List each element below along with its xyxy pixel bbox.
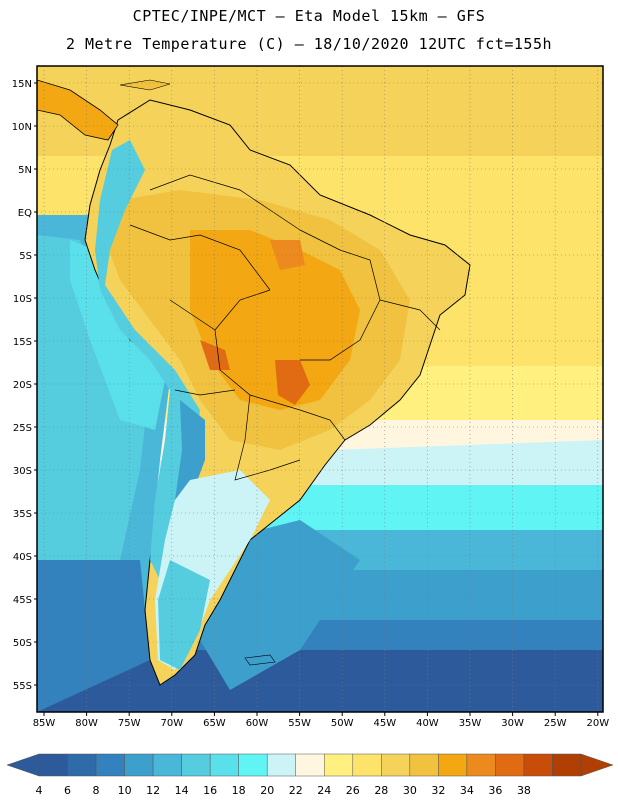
- colorbar-label: 20: [260, 784, 274, 797]
- colorbar-label: 38: [517, 784, 531, 797]
- lat-label: 15N: [12, 79, 32, 90]
- colorbar-swatch: [266, 753, 296, 777]
- land-hot-spot-2: [270, 240, 305, 270]
- lon-label: 40W: [416, 718, 439, 729]
- lon-label: 70W: [160, 718, 183, 729]
- colorbar-label: 14: [175, 784, 189, 797]
- map-frame: [36, 65, 604, 713]
- colorbar-swatch: [152, 753, 182, 777]
- lat-label: 50S: [13, 638, 32, 649]
- colorbar-label: 10: [118, 784, 132, 797]
- longitude-labels: 85W 80W 75W 70W 65W 60W 55W 50W 45W 40W 35W 30W 25W 2…: [33, 712, 609, 729]
- pacific-cyan: [37, 235, 150, 560]
- lat-label: 5S: [19, 251, 32, 262]
- country-borders: [129, 174, 441, 481]
- lon-label: 20W: [586, 718, 609, 729]
- colorbar-swatch: [409, 753, 439, 777]
- central-america: [37, 79, 119, 141]
- pacific-coastal-cyan: [70, 240, 165, 430]
- colorbar-swatch: [466, 753, 496, 777]
- lat-label: 40S: [13, 552, 32, 563]
- lat-label: 10S: [13, 294, 32, 305]
- colorbar-swatch: [181, 753, 211, 777]
- colorbar-swatch: [238, 753, 268, 777]
- lat-label: 35S: [13, 509, 32, 520]
- lat-label: 20S: [13, 380, 32, 391]
- colorbar-label: 28: [374, 784, 388, 797]
- colorbar: 4 6 8 10 12 14 16 18 20 22 24 26 28 30 32 34 36 38: [6, 753, 614, 797]
- colorbar-swatch: [295, 753, 325, 777]
- colorbar-label: 8: [93, 784, 100, 797]
- lon-label: 75W: [118, 718, 141, 729]
- map-field: [37, 66, 603, 712]
- colorbar-swatch: [124, 753, 154, 777]
- colorbar-label: 16: [203, 784, 217, 797]
- caribbean-islands: [119, 79, 171, 91]
- lat-label: 10N: [12, 122, 32, 133]
- chart-subtitle: 2 Metre Temperature (C) – 18/10/2020 12U…: [65, 35, 553, 53]
- colorbar-swatch: [67, 753, 97, 777]
- lon-label: 25W: [544, 718, 567, 729]
- colorbar-swatch: [381, 753, 411, 777]
- lon-label: 45W: [373, 718, 396, 729]
- colorbar-label: 4: [36, 784, 43, 797]
- colorbar-swatch: [352, 753, 382, 777]
- lat-label: 30S: [13, 466, 32, 477]
- lat-label: 5N: [18, 165, 32, 176]
- land-hot-zone: [190, 230, 360, 410]
- colorbar-swatch: [495, 753, 525, 777]
- colorbar-label: 22: [289, 784, 303, 797]
- lon-label: 85W: [33, 718, 56, 729]
- lat-label: 25S: [13, 423, 32, 434]
- lat-label: 55S: [13, 681, 32, 692]
- colorbar-swatch: [38, 753, 68, 777]
- colorbar-label: 34: [460, 784, 474, 797]
- land-hot-spot-3: [200, 340, 230, 370]
- colorbar-label: 12: [146, 784, 160, 797]
- chart-title: CPTEC/INPE/MCT – Eta Model 15km – GFS: [132, 7, 486, 25]
- colorbar-swatch: [324, 753, 354, 777]
- pacific-south-deep: [37, 560, 150, 712]
- colorbar-swatch: [95, 753, 125, 777]
- latitude-labels: 15N 10N 5N EQ 5S 10S 15S 20S 25S 30S 35S 40S 45S 50S 5…: [12, 79, 37, 692]
- lon-label: 50W: [331, 718, 354, 729]
- colorbar-high-arrow: [580, 753, 614, 777]
- lat-label: 15S: [13, 337, 32, 348]
- colorbar-label: 26: [346, 784, 360, 797]
- lon-label: 30W: [501, 718, 524, 729]
- land-hot-spot-1: [275, 360, 310, 405]
- colorbar-label: 18: [232, 784, 246, 797]
- lon-label: 65W: [203, 718, 226, 729]
- colorbar-label: 36: [488, 784, 502, 797]
- colorbar-low-arrow: [6, 753, 40, 777]
- lat-label: 45S: [13, 595, 32, 606]
- atlantic-coastal-pale: [330, 440, 603, 480]
- atlantic-patagonia-cold: [200, 520, 360, 690]
- colorbar-label: 6: [64, 784, 71, 797]
- lon-label: 55W: [288, 718, 311, 729]
- colorbar-swatch: [209, 753, 239, 777]
- lat-label: EQ: [18, 208, 32, 219]
- andes-colder: [175, 400, 205, 500]
- colorbar-swatch: [438, 753, 468, 777]
- colorbar-swatch: [523, 753, 553, 777]
- falkland-islands: [244, 654, 276, 666]
- colorbar-label: 32: [431, 784, 445, 797]
- patagonia-cyan: [158, 560, 210, 670]
- colorbar-swatch: [552, 753, 582, 777]
- colorbar-label: 30: [403, 784, 417, 797]
- colorbar-label: 24: [317, 784, 331, 797]
- lon-label: 35W: [459, 718, 482, 729]
- lon-label: 80W: [75, 718, 98, 729]
- lon-label: 60W: [246, 718, 269, 729]
